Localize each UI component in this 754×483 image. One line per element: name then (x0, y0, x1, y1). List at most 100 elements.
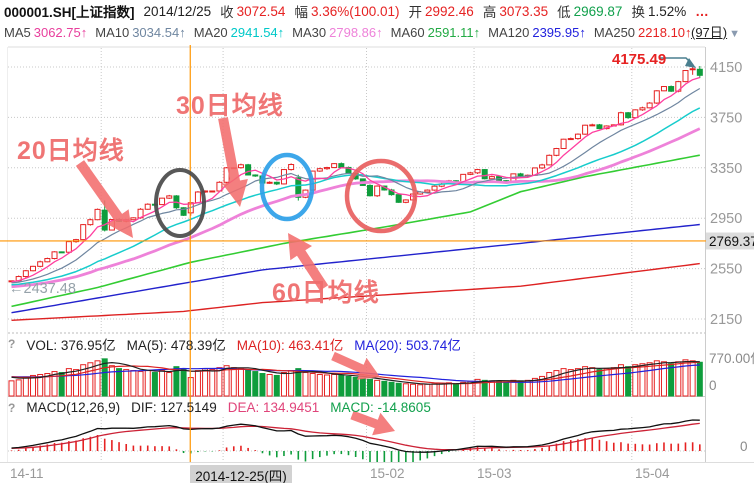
header-more-button[interactable]: … (695, 3, 709, 19)
help-icon[interactable]: ? (8, 336, 16, 351)
annotation-arrow (75, 160, 133, 238)
quote-field: 开 2992.46 (408, 3, 474, 21)
volume-bar (216, 367, 223, 397)
volume-bar (331, 373, 338, 397)
candle (266, 181, 273, 184)
volume-bar (58, 372, 65, 397)
volume-readout: VOL: 376.95亿 (26, 337, 116, 353)
volume-bar (108, 365, 115, 397)
volume-legend-fields: VOL: 376.95亿 MA(5): 478.39亿 MA(10): 463.41… (26, 334, 460, 354)
volume-bar (660, 361, 667, 397)
crosshair-price-tag-text: 2769.37 (709, 234, 754, 249)
volume-bar (553, 370, 560, 397)
volume-bar (574, 368, 581, 397)
help-icon[interactable]: ? (8, 400, 16, 415)
quote-field: 换 1.52% (631, 3, 687, 21)
volume-bar (689, 360, 696, 397)
long-ma-lines (11, 154, 700, 321)
volume-bar (603, 368, 610, 397)
annotation-ma30-text: 30日均线 (176, 92, 284, 120)
candle (180, 207, 187, 216)
volume-bar (309, 373, 316, 397)
volume-bar (460, 381, 467, 397)
volume-bar (531, 377, 538, 397)
chevron-down-icon[interactable]: ▼ (729, 28, 740, 40)
volume-bar (144, 370, 151, 397)
annotation-arrow (218, 117, 248, 207)
candle (130, 217, 137, 221)
volume-bar (237, 368, 244, 397)
candle (481, 169, 488, 180)
candle (589, 124, 596, 127)
volume-pane[interactable] (8, 358, 703, 397)
macd-readout: MACD(12,26,9) (26, 400, 121, 415)
volume-bar (696, 361, 703, 397)
volume-bar (202, 368, 209, 397)
volume-readout: MA(10): 463.41亿 (236, 337, 344, 353)
candle (668, 86, 675, 92)
macd-readout: MACD: -14.8605 (330, 400, 431, 415)
candle (245, 164, 252, 176)
ma-legend-item: MA30 2798.86↑ (292, 25, 383, 40)
high-price-label: 4175.49 (612, 51, 666, 68)
volume-bar (617, 364, 624, 397)
candle (395, 194, 402, 203)
volume-bar (259, 373, 266, 397)
header-bar: 000001.SH[上证指数] 2014/12/25 收 3072.54 幅 3.36… (4, 0, 754, 22)
volume-bar (682, 359, 689, 397)
volume-readout: MA(20): 503.74亿 (354, 337, 461, 353)
volume-bar (295, 368, 302, 397)
volume-bar (453, 383, 460, 397)
macd-axis-zero-label: 0 (740, 439, 748, 454)
short-ma-lines (11, 76, 701, 289)
volume-bar (173, 366, 180, 397)
candle (402, 199, 409, 203)
macd-readout: DEA: 134.9451 (227, 400, 320, 415)
candle (323, 167, 330, 170)
candle (295, 177, 302, 198)
candle (44, 258, 51, 263)
annotation-arrow (288, 233, 329, 291)
price-axis-label: 2550 (710, 262, 742, 278)
ma-legend-item: MA250 2218.10↑ (593, 25, 692, 40)
volume-bar (639, 363, 646, 397)
volume-bar (8, 380, 15, 397)
candle (166, 195, 173, 199)
candle (488, 176, 495, 180)
volume-bar (374, 379, 381, 397)
price-axis-label: 3750 (710, 110, 742, 126)
volume-bar (352, 376, 359, 397)
candle (331, 163, 338, 169)
annotation-circle (259, 152, 315, 222)
candle (539, 164, 546, 169)
volume-bar (388, 381, 395, 397)
volume-bar (230, 367, 237, 397)
volume-bar (474, 378, 481, 397)
volume-bar (151, 372, 158, 397)
annotation-ma20-text: 20日均线 (17, 137, 125, 165)
ma120-line (11, 223, 700, 314)
volume-bar (438, 382, 445, 397)
annotation-arrow (350, 410, 395, 436)
candle (51, 251, 58, 260)
volume-bar (223, 365, 230, 397)
candle (280, 169, 287, 185)
volume-bar (302, 372, 309, 397)
volume-bar (367, 378, 373, 397)
volume-bar (410, 383, 417, 397)
vol-ma20-line (11, 364, 700, 383)
candle (617, 112, 624, 126)
volume-bar (51, 371, 58, 397)
ma-legend-bar: MA5 3062.75↑ MA10 3034.54↑ MA20 2941.54↑ MA30 2… (4, 22, 754, 43)
period-label[interactable]: (97日) (690, 25, 728, 40)
candle (22, 270, 29, 278)
macd-pane[interactable] (10, 419, 701, 465)
candle (237, 164, 244, 169)
time-axis-label: 14-11 (10, 466, 44, 481)
volume-legend-bar: ? VOL: 376.95亿 MA(5): 478.39亿 MA(10): 463.… (8, 334, 461, 354)
volume-bar (266, 373, 273, 397)
candle (467, 172, 474, 175)
volume-bar (245, 369, 252, 397)
period-selector[interactable]: (97日) ▼ (691, 22, 740, 41)
